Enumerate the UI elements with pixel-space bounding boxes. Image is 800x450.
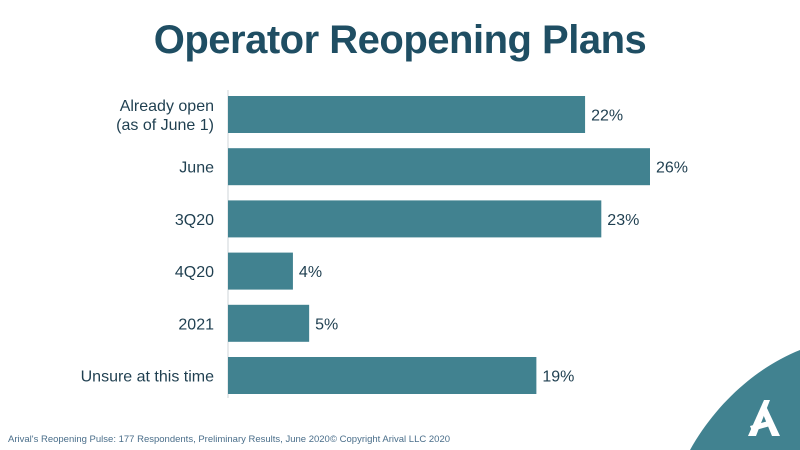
arival-a-logo-icon [748, 400, 780, 436]
footer-copyright: © Copyright Arival LLC 2020 [330, 434, 451, 445]
bars-layer: 22% Already open (as of June 1) 26% June 23% 3… [81, 90, 688, 398]
bar [228, 252, 293, 290]
bar [228, 304, 310, 342]
category-label: Already open [120, 98, 214, 115]
data-label: 4% [299, 264, 322, 281]
category-label: (as of June 1) [116, 117, 214, 134]
bar [228, 200, 602, 238]
corner-swoosh-shape [690, 350, 800, 450]
bar [228, 96, 586, 133]
data-label: 5% [315, 316, 338, 333]
data-label: 22% [591, 108, 623, 125]
chart-title: Operator Reopening Plans [153, 18, 647, 62]
footer-source-note: Arival's Reopening Pulse: 177 Respondent… [8, 434, 330, 445]
bar [228, 357, 537, 394]
bar [228, 148, 650, 186]
category-label: 2021 [178, 316, 214, 333]
category-label: 3Q20 [175, 212, 214, 229]
data-label: 26% [656, 160, 688, 177]
data-label: 23% [607, 212, 639, 229]
data-label: 19% [542, 369, 574, 386]
category-label: Unsure at this time [81, 369, 214, 386]
bar-chart: 22% Already open (as of June 1) 26% June 23% 3… [81, 90, 688, 398]
category-label: 4Q20 [175, 264, 214, 281]
category-label: June [179, 160, 214, 177]
corner-logo [690, 350, 800, 450]
